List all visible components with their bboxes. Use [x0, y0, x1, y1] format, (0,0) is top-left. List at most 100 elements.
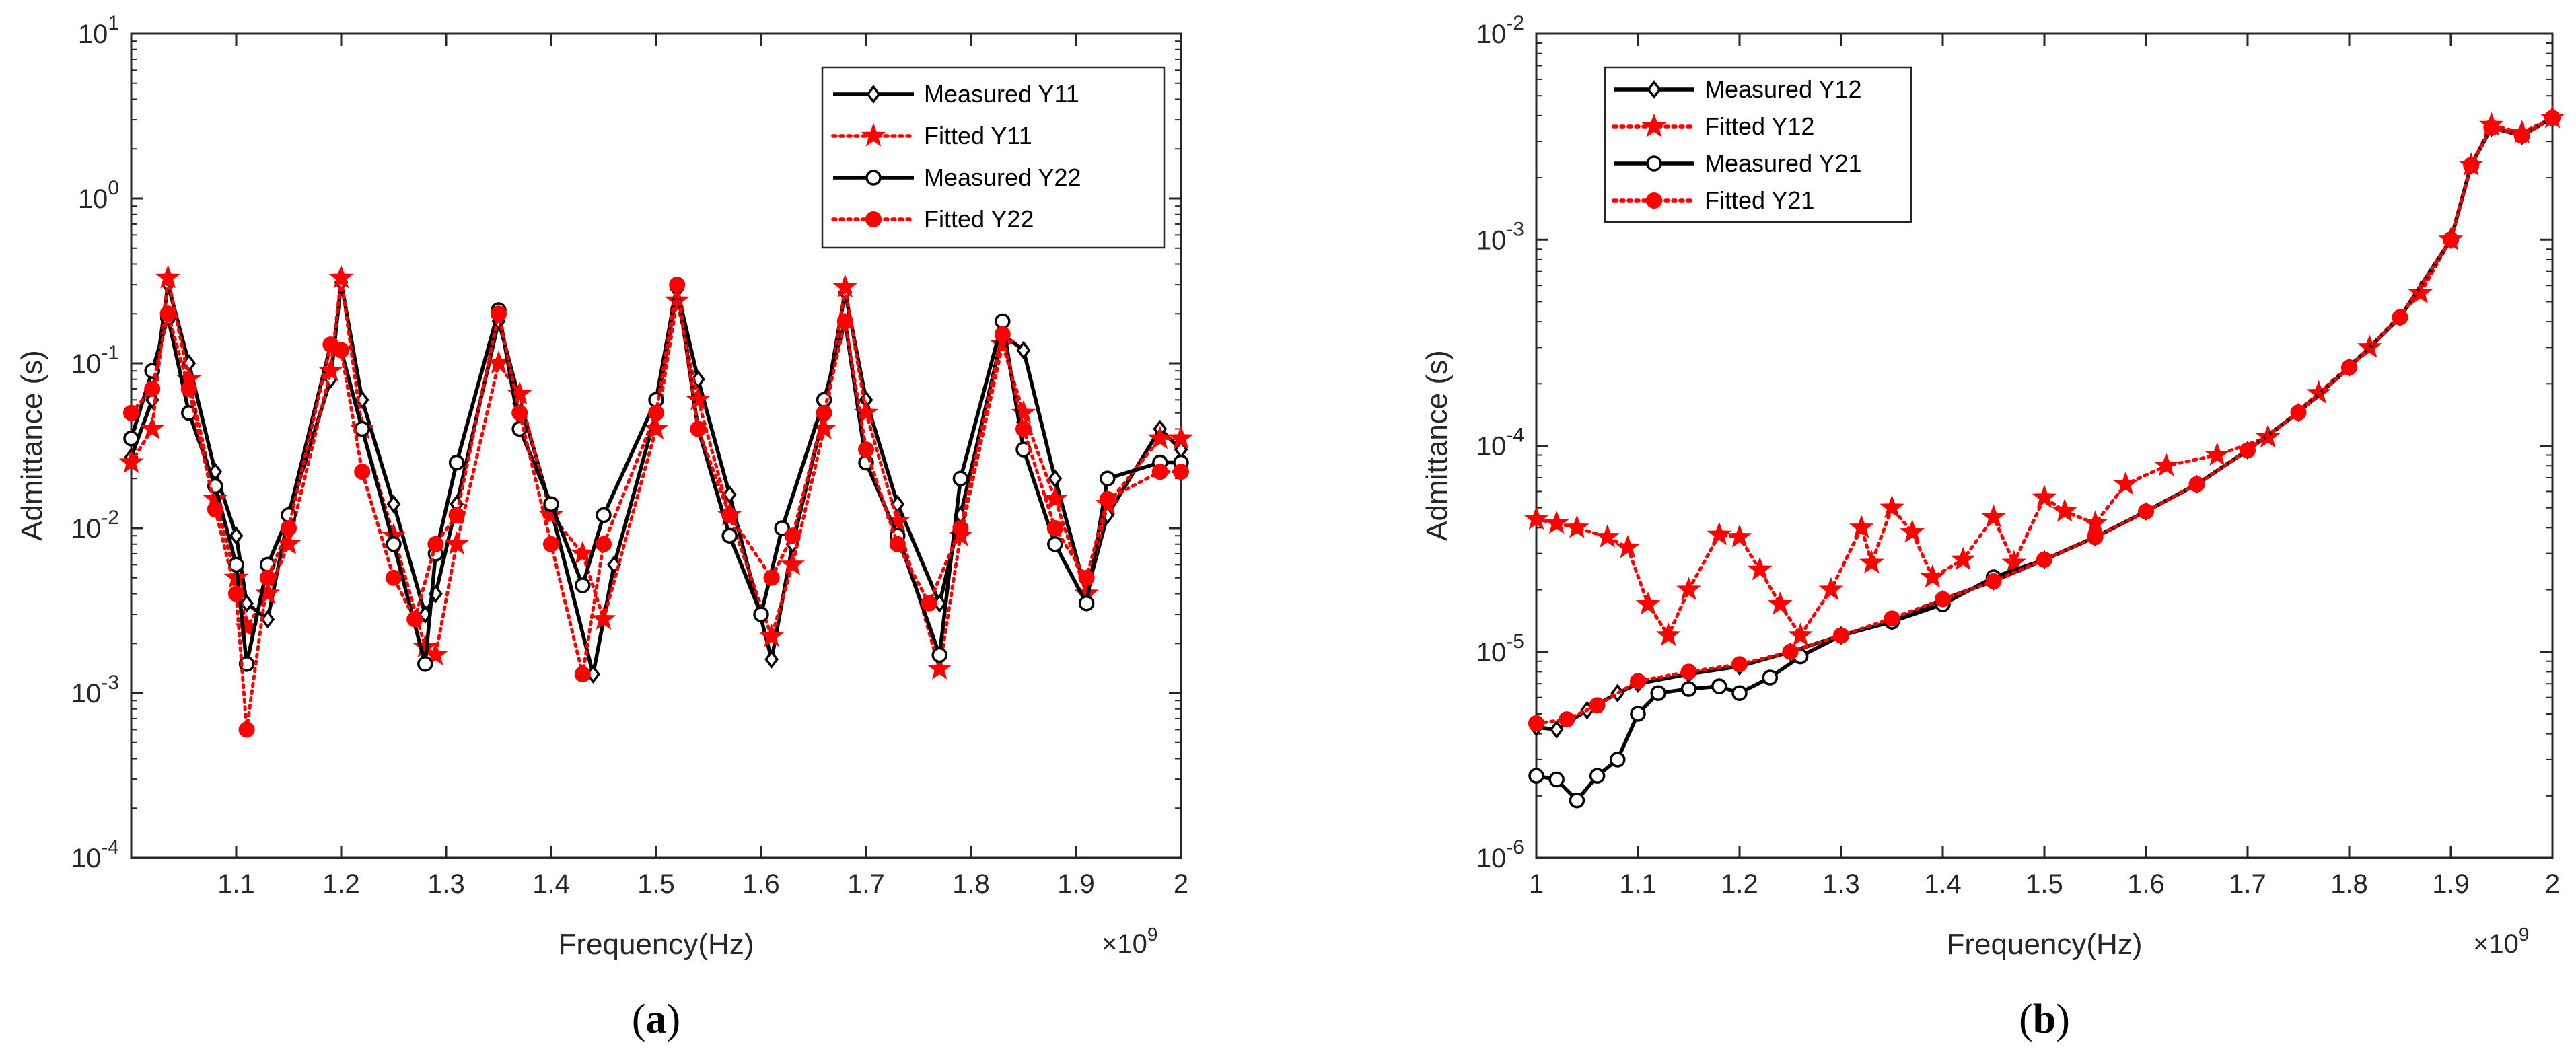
x-tick-label: 1.3	[1822, 869, 1860, 899]
data-point-fitted-y11	[155, 264, 180, 289]
x-tick-label: 1.8	[952, 869, 990, 899]
series-group-b	[1524, 104, 2565, 809]
data-point-fitted-y12	[1565, 515, 1589, 538]
data-point-fitted-y22	[1173, 464, 1189, 480]
data-point-fitted-y22	[1046, 520, 1063, 536]
x-exponent-power-a: 9	[1147, 924, 1158, 945]
y-axis-b: 10-610-510-410-310-2	[1476, 12, 2552, 873]
data-point-fitted-y11	[759, 623, 784, 647]
data-point-fitted-y21	[1559, 711, 1575, 728]
data-point-fitted-y22	[1099, 490, 1116, 507]
data-point-fitted-y22	[669, 277, 686, 293]
data-point-measured-y22	[386, 536, 402, 552]
series-line-measured-y22	[129, 283, 1181, 666]
data-point-measured-y21	[1711, 678, 1727, 694]
legend-label-fitted-y22: Fitted Y22	[924, 205, 1034, 233]
data-point-fitted-y12	[1656, 622, 1681, 647]
data-point-fitted-y22	[427, 536, 444, 552]
data-point-fitted-y21	[1528, 715, 1544, 731]
data-point-fitted-y22	[858, 441, 874, 458]
y-tick-label-base: 10	[71, 679, 102, 708]
caption-a-letter: a	[646, 996, 667, 1042]
legend-marker-measured-y11	[866, 85, 881, 104]
y-tick-label-exponent: 0	[108, 177, 119, 199]
caption-b-open: (	[2019, 996, 2033, 1042]
x-tick-label: 1.7	[2229, 869, 2266, 899]
data-point-fitted-y22	[952, 520, 969, 536]
data-point-measured-y11	[764, 650, 779, 669]
x-tick-label: 1.5	[637, 869, 675, 899]
data-point-fitted-y11	[1147, 425, 1173, 449]
data-point-measured-y21	[1569, 792, 1585, 809]
data-point-fitted-y12	[1768, 591, 1793, 615]
data-point-fitted-y12	[1727, 524, 1752, 548]
data-point-fitted-y22	[721, 507, 738, 523]
y-tick-label: 100	[78, 177, 119, 214]
data-point-measured-y22	[774, 520, 790, 536]
data-point-fitted-y22	[889, 536, 906, 552]
data-point-fitted-y22	[596, 536, 612, 552]
data-point-fitted-y12	[1818, 577, 1844, 601]
data-point-fitted-y22	[386, 569, 402, 586]
data-point-fitted-y22	[281, 520, 297, 536]
y-tick-label: 10-3	[71, 671, 119, 708]
data-point-fitted-y12	[1747, 556, 1773, 581]
legend-a: Measured Y11 Fitted Y11 Measured Y22 Fitted…	[821, 66, 1166, 249]
data-point-fitted-y11	[255, 581, 281, 604]
y-tick-label-exponent: -2	[1506, 12, 1524, 34]
data-point-fitted-y12	[2032, 484, 2057, 509]
y-tick-label-exponent: -4	[1506, 425, 1524, 447]
caption-b: (b)	[2019, 996, 2070, 1042]
data-point-measured-y11	[260, 610, 275, 629]
data-point-fitted-y22	[180, 380, 197, 397]
data-point-fitted-y21	[1630, 673, 1646, 690]
data-point-fitted-y21	[2392, 309, 2408, 326]
data-point-fitted-y12	[1707, 521, 1732, 546]
data-point-measured-y21	[1528, 768, 1544, 784]
data-point-fitted-y21	[1833, 627, 1849, 644]
data-point-measured-y22	[1100, 470, 1116, 486]
data-point-measured-y22	[931, 647, 947, 663]
data-point-fitted-y22	[406, 611, 423, 628]
data-point-fitted-y11	[1168, 425, 1194, 449]
data-point-fitted-y22	[207, 501, 223, 518]
legend-label-fitted-y21: Fitted Y21	[1705, 186, 1814, 214]
y-tick-label-base: 10	[1476, 432, 1507, 462]
data-point-measured-y22	[721, 527, 738, 544]
data-point-fitted-y11	[780, 552, 806, 575]
data-point-fitted-y22	[511, 404, 528, 421]
x-tick-label: 2	[2545, 869, 2560, 899]
data-point-fitted-y22	[763, 569, 780, 586]
data-point-fitted-y22	[238, 721, 255, 738]
caption-b-letter: b	[2033, 996, 2056, 1042]
x-tick-label: 1.3	[427, 869, 465, 899]
x-axis-label-a: Frequency(Hz)	[559, 928, 754, 961]
data-point-measured-y22	[995, 313, 1011, 330]
y-tick-label-base: 10	[71, 844, 102, 873]
x-tick-label: 1.9	[1057, 869, 1095, 899]
y-tick-label: 10-1	[71, 342, 119, 379]
data-point-fitted-y12	[1524, 506, 1549, 530]
data-point-fitted-y12	[1880, 495, 1904, 519]
data-point-measured-y22	[596, 507, 612, 523]
y-tick-label-exponent: -3	[101, 671, 119, 694]
data-point-fitted-y11	[927, 656, 952, 680]
data-point-fitted-y22	[994, 326, 1011, 342]
x-exponent-power-b: 9	[2519, 924, 2530, 945]
data-point-fitted-y11	[686, 387, 711, 410]
data-point-fitted-y21	[2138, 503, 2154, 520]
data-point-measured-y11	[690, 369, 705, 389]
x-tick-label: 1.2	[322, 869, 360, 899]
data-point-measured-y21	[1680, 681, 1697, 697]
x-tick-label: 1.9	[2432, 869, 2470, 899]
caption-a-open: (	[632, 996, 646, 1042]
data-point-fitted-y12	[2083, 510, 2108, 534]
data-point-fitted-y21	[1782, 643, 1799, 660]
data-point-fitted-y22	[333, 342, 349, 359]
legend-marker-fitted-y22	[865, 211, 882, 227]
data-point-measured-y22	[753, 606, 769, 622]
y-tick-label-exponent: -4	[101, 836, 119, 859]
data-point-fitted-y12	[1920, 564, 1945, 588]
